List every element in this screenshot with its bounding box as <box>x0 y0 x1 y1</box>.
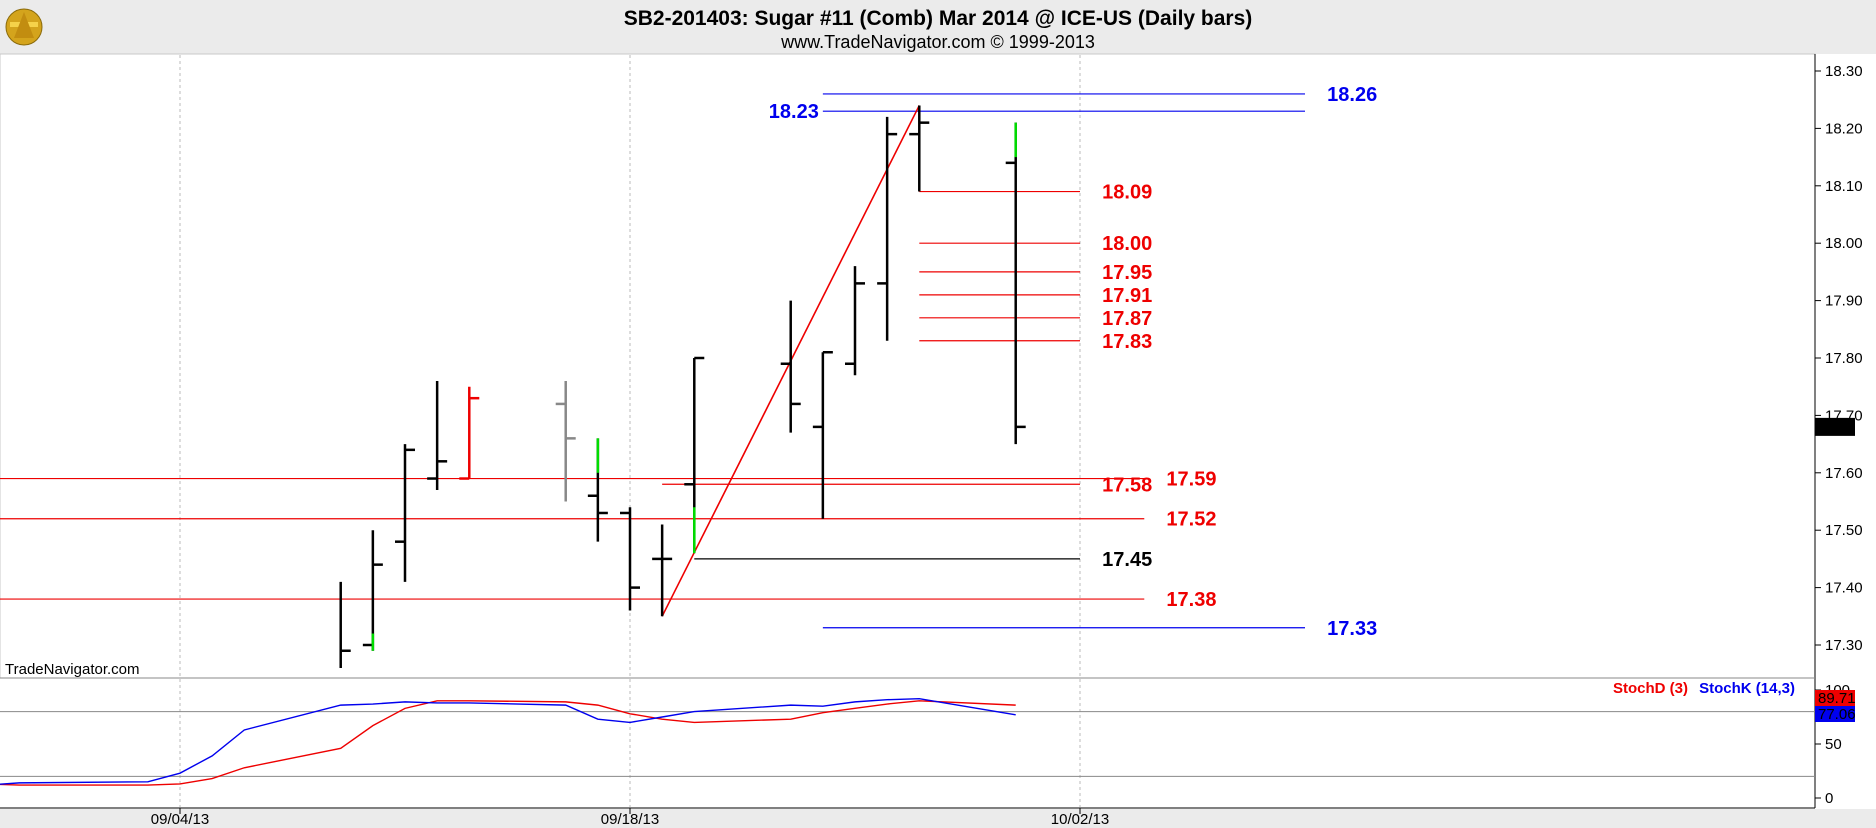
price-bars <box>339 105 1026 668</box>
stoch-d-value: 89.71 <box>1818 690 1856 707</box>
stoch-series-line <box>0 700 1016 786</box>
level-label: 17.38 <box>1166 589 1216 611</box>
logo-icon[interactable] <box>5 8 43 46</box>
y-tick-label: 18.20 <box>1825 120 1863 137</box>
y-tick-label: 17.80 <box>1825 350 1863 367</box>
time-axis-bar <box>0 809 1876 828</box>
last-price-label: 17.68 <box>1818 419 1856 436</box>
time-axis: 09/04/13 09/18/13 10/02/13 <box>151 808 1109 828</box>
x-tick-label: 10/02/13 <box>1051 811 1109 828</box>
y-tick-label: 18.00 <box>1825 235 1863 252</box>
level-label: 17.91 <box>1102 285 1152 307</box>
level-label: 17.59 <box>1166 469 1216 491</box>
stoch-legend-d: StochD (3) <box>1613 680 1688 697</box>
level-label: 18.09 <box>1102 182 1152 204</box>
price-levels: 18.26 18.23 18.09 18.00 17.9517.9117.8717.83… <box>0 84 1377 640</box>
level-label: 17.87 <box>1102 308 1152 330</box>
header-bar <box>0 0 1876 54</box>
stoch-y-tick-label: 0 <box>1825 790 1833 807</box>
stoch-k-badge <box>1815 706 1855 722</box>
last-price-badge <box>1815 417 1855 436</box>
y-tick-label: 17.40 <box>1825 580 1863 597</box>
level-label: 18.23 <box>769 101 819 123</box>
x-tick-label: 09/18/13 <box>601 811 659 828</box>
level-label: 17.52 <box>1166 509 1216 531</box>
y-tick-label: 17.50 <box>1825 522 1863 539</box>
stoch-legend-k: StochK (14,3) <box>1699 680 1795 697</box>
level-label: 17.45 <box>1102 549 1152 571</box>
plot-frame <box>0 53 1816 679</box>
y-tick-label: 17.60 <box>1825 465 1863 482</box>
stoch-y-tick-label: 50 <box>1825 736 1842 753</box>
x-tick-label: 09/04/13 <box>151 811 209 828</box>
stoch-d-badge <box>1815 690 1855 706</box>
grid-lines <box>179 55 1081 807</box>
y-tick-label: 18.30 <box>1825 63 1863 80</box>
level-label: 17.95 <box>1102 262 1152 284</box>
level-label: 17.83 <box>1102 331 1152 353</box>
chart-title: SB2-201403: Sugar #11 (Comb) Mar 2014 @ … <box>624 7 1253 30</box>
price-axis: 18.3018.2018.1018.0017.9017.8017.7017.60… <box>1815 63 1863 654</box>
watermark-text: TradeNavigator.com <box>5 661 140 678</box>
stoch-series-line <box>0 697 1016 785</box>
y-tick-label: 17.30 <box>1825 637 1863 654</box>
level-label: 17.58 <box>1102 474 1152 496</box>
stoch-k-value: 77.06 <box>1818 706 1856 723</box>
chart-subtitle: www.TradeNavigator.com © 1999-2013 <box>780 32 1095 52</box>
y-tick-label: 17.90 <box>1825 293 1863 310</box>
y-tick-label: 18.10 <box>1825 178 1863 195</box>
level-label: 18.26 <box>1327 84 1377 106</box>
level-label: 18.00 <box>1102 233 1152 255</box>
level-label: 17.33 <box>1327 618 1377 640</box>
